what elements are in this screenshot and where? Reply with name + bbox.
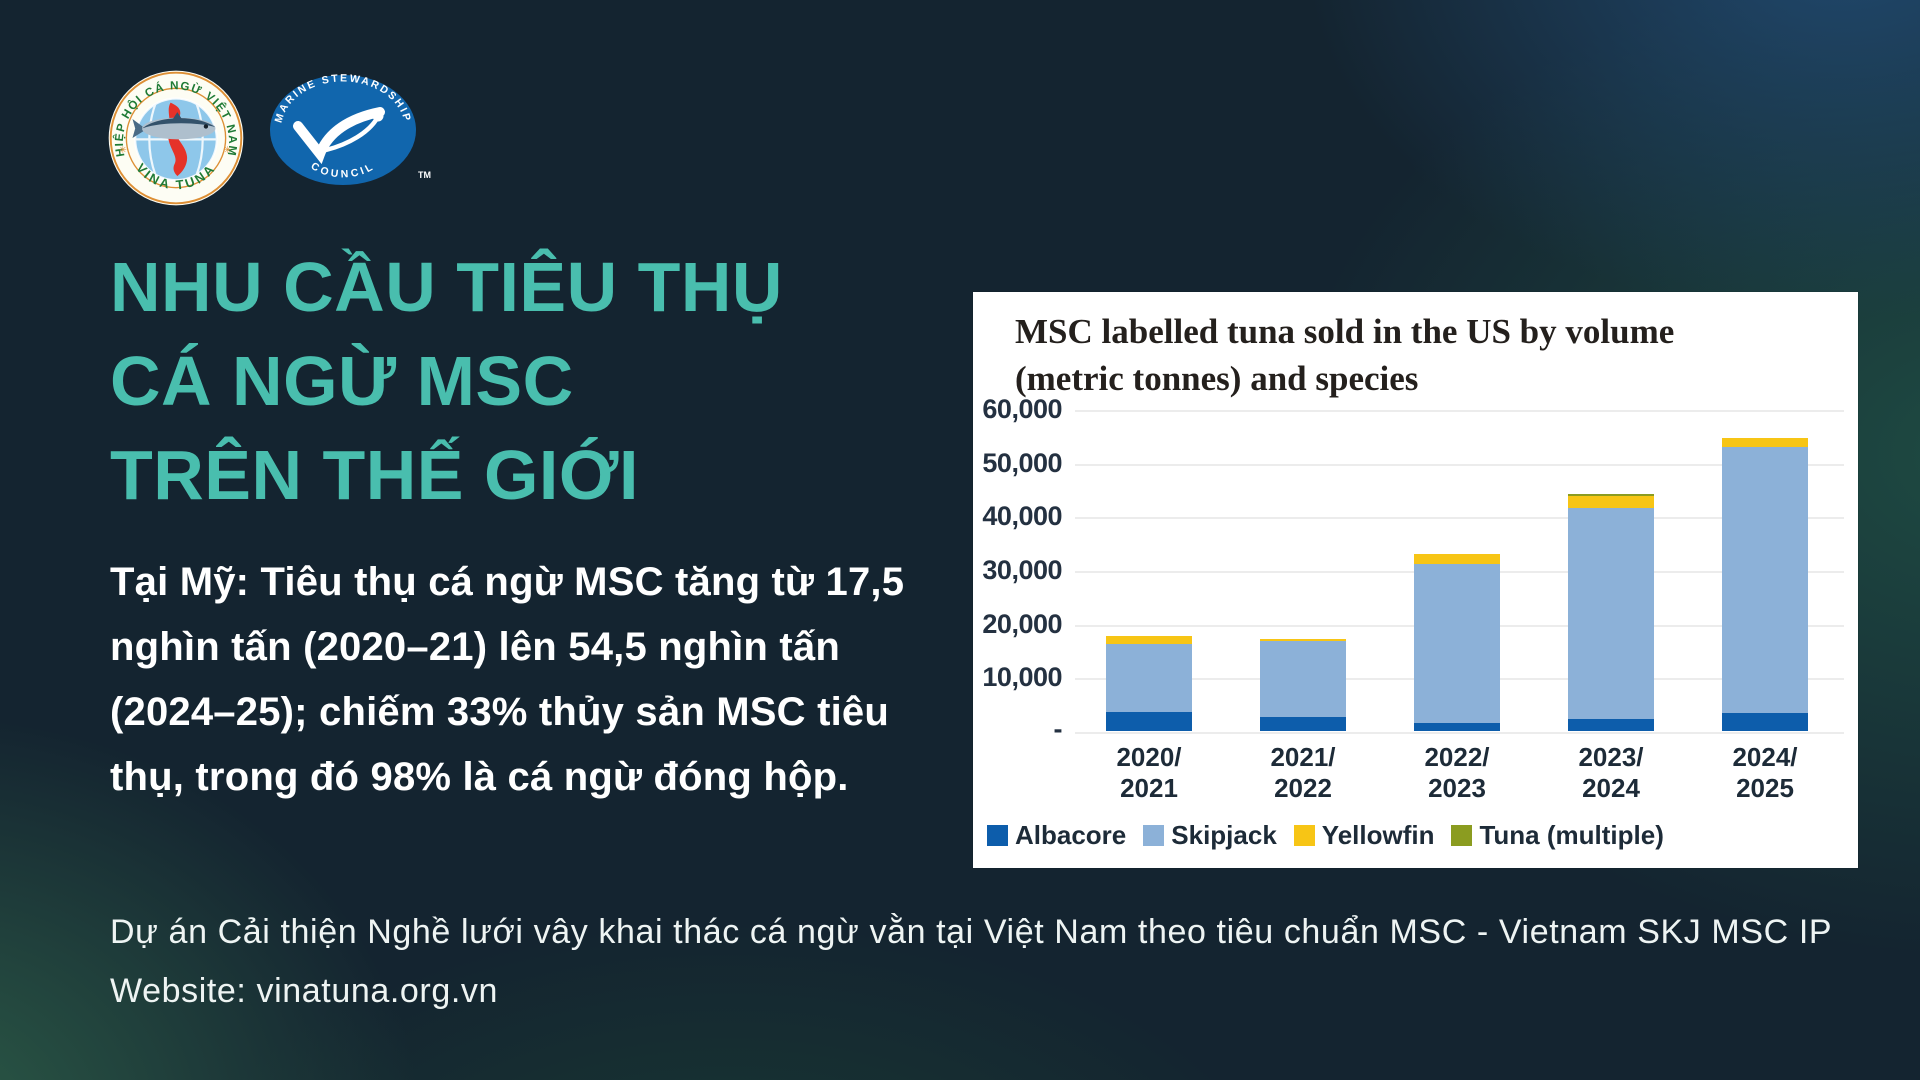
bar-2024-2025	[1722, 438, 1808, 731]
x-label-line: 2020/	[1116, 742, 1182, 772]
x-label-line: 2023/	[1578, 742, 1644, 772]
legend-swatch	[987, 825, 1008, 846]
footer-project-line: Dự án Cải thiện Nghề lưới vây khai thác …	[110, 913, 1833, 951]
x-label-line: 2022	[1274, 773, 1332, 803]
legend-label: Tuna (multiple)	[1479, 820, 1664, 850]
summary-line-4: thụ, trong đó 98% là cá ngừ đóng hộp.	[110, 755, 849, 799]
bar-segment-skipjack	[1568, 508, 1654, 719]
msc-tm-mark: TM	[418, 170, 431, 180]
chart-title-line-2: (metric tonnes) and species	[1015, 359, 1419, 398]
x-label-line: 2024	[1582, 773, 1640, 803]
gridline	[1075, 410, 1844, 412]
y-tick-label: 20,000	[982, 608, 1062, 639]
page-title-line-2: CÁ NGỪ MSC	[110, 342, 574, 420]
bar-segment-yellowfin	[1260, 639, 1346, 641]
x-label-2020-2021: 2020/2021	[1069, 742, 1229, 804]
footer: Dự án Cải thiện Nghề lưới vây khai thác …	[110, 903, 1832, 1021]
bar-segment-yellowfin	[1568, 496, 1654, 508]
bar-2020-2021	[1106, 636, 1192, 731]
legend-item-albacore: Albacore	[987, 820, 1126, 851]
x-label-2024-2025: 2024/2025	[1685, 742, 1845, 804]
tuna-fish-icon	[132, 112, 216, 140]
x-label-line: 2023	[1428, 773, 1486, 803]
x-label-2022-2023: 2022/2023	[1377, 742, 1537, 804]
plot-area	[1075, 410, 1844, 734]
x-label-line: 2025	[1736, 773, 1794, 803]
legend-label: Yellowfin	[1321, 820, 1435, 850]
legend-label: Albacore	[1015, 820, 1127, 850]
footer-website-line: Website: vinatuna.org.vn	[110, 972, 498, 1010]
gridline	[1075, 732, 1844, 734]
x-label-line: 2021	[1120, 773, 1178, 803]
y-tick-label: 50,000	[982, 447, 1062, 478]
gridline	[1075, 517, 1844, 520]
page-title-line-1: NHU CẦU TIÊU THỤ	[110, 248, 783, 326]
y-tick-label: 10,000	[982, 662, 1062, 693]
msc-logo-icon: MARINE STEWARDSHIP COUNCIL TM	[270, 74, 431, 185]
x-label-line: 2022/	[1424, 742, 1490, 772]
bar-segment-yellowfin	[1414, 554, 1500, 564]
summary-line-2: nghìn tấn (2020–21) lên 54,5 nghìn tấn	[110, 625, 840, 669]
chart-legend: Albacore Skipjack Yellowfin Tuna (multiple)	[987, 820, 1681, 851]
legend-item-tuna-multiple: Tuna (multiple)	[1451, 820, 1664, 851]
summary-paragraph: Tại Mỹ: Tiêu thụ cá ngừ MSC tăng từ 17,5…	[110, 550, 904, 810]
chart-panel: MSC labelled tuna sold in the US by volu…	[973, 292, 1858, 868]
bar-segment-albacore	[1260, 717, 1346, 731]
x-label-line: 2021/	[1270, 742, 1336, 772]
y-tick-label: 60,000	[982, 394, 1062, 424]
bar-2023-2024	[1568, 494, 1654, 731]
bar-segment-yellowfin	[1722, 438, 1808, 447]
flower-mark-left: ✳	[119, 145, 127, 156]
summary-line-3: (2024–25); chiếm 33% thủy sản MSC tiêu	[110, 690, 889, 734]
x-label-line: 2024/	[1732, 742, 1798, 772]
legend-swatch	[1451, 825, 1473, 846]
bar-segment-albacore	[1414, 723, 1500, 731]
bar-segment-albacore	[1568, 719, 1654, 731]
page-title: NHU CẦU TIÊU THỤ CÁ NGỪ MSC TRÊN THẾ GIỚ…	[110, 240, 783, 522]
y-tick-label: 30,000	[982, 555, 1062, 585]
page-title-line-3: TRÊN THẾ GIỚI	[110, 436, 640, 514]
bar-segment-skipjack	[1414, 564, 1500, 723]
chart-title: MSC labelled tuna sold in the US by volu…	[1015, 308, 1674, 402]
bar-segment-skipjack	[1722, 447, 1808, 713]
summary-line-1: Tại Mỹ: Tiêu thụ cá ngừ MSC tăng từ 17,5	[110, 560, 905, 604]
bar-segment-yellowfin	[1106, 636, 1192, 644]
bar-segment-albacore	[1722, 713, 1808, 731]
legend-swatch	[1293, 825, 1315, 846]
legend-swatch	[1143, 825, 1165, 846]
legend-item-skipjack: Skipjack	[1143, 820, 1277, 851]
gridline	[1075, 463, 1844, 466]
x-label-2023-2024: 2023/2024	[1531, 742, 1691, 804]
y-axis-labels: 60,000 50,000 40,000 30,000 20,000 10,000 -	[973, 292, 1062, 868]
y-tick-label: 40,000	[982, 501, 1062, 532]
bar-segment-tuna-multiple	[1568, 494, 1654, 496]
bar-segment-skipjack	[1106, 644, 1192, 712]
chart-title-line-1: MSC labelled tuna sold in the US by volu…	[1015, 312, 1675, 351]
msc-fish-check-icon	[293, 107, 385, 165]
bar-2022-2023	[1414, 554, 1500, 731]
flower-mark-right: ✳	[224, 145, 232, 156]
legend-item-yellowfin: Yellowfin	[1293, 820, 1435, 851]
bar-2021-2022	[1260, 639, 1346, 731]
bar-segment-albacore	[1106, 712, 1192, 731]
x-label-2021-2022: 2021/2022	[1223, 742, 1383, 804]
bars-container	[1075, 410, 1844, 732]
bar-segment-skipjack	[1260, 641, 1346, 717]
vinatuna-logo-icon: HIỆP HỘI CÁ NGỪ VIỆT NAM VINA TUNA ✳ ✳	[108, 70, 244, 206]
legend-label: Skipjack	[1171, 820, 1277, 850]
y-zero-label: -	[1053, 714, 1063, 744]
